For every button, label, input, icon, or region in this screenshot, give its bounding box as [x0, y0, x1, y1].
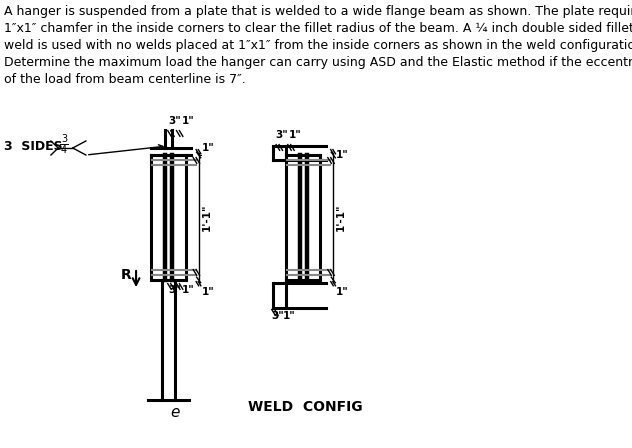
- Text: e: e: [170, 405, 179, 420]
- Text: 3": 3": [168, 285, 181, 295]
- Text: 1": 1": [182, 116, 195, 126]
- Text: 3  SIDES: 3 SIDES: [4, 139, 63, 152]
- Text: 3": 3": [168, 116, 181, 126]
- Text: 1'-1": 1'-1": [336, 204, 346, 231]
- Text: 1": 1": [283, 311, 296, 321]
- Text: A hanger is suspended from a plate that is welded to a wide flange beam as shown: A hanger is suspended from a plate that …: [4, 5, 632, 86]
- Text: 3": 3": [275, 130, 288, 140]
- Text: 1": 1": [182, 285, 195, 295]
- Text: 1": 1": [202, 287, 214, 297]
- Text: 4: 4: [61, 145, 67, 155]
- Text: 1": 1": [289, 130, 301, 140]
- Text: 1": 1": [336, 150, 349, 159]
- Text: 1": 1": [336, 287, 349, 297]
- Text: 3": 3": [271, 311, 284, 321]
- Text: 1'-1": 1'-1": [202, 204, 212, 231]
- Text: WELD  CONFIG: WELD CONFIG: [248, 400, 363, 414]
- Text: 3: 3: [61, 134, 67, 144]
- Text: R: R: [121, 268, 131, 282]
- Text: 1": 1": [202, 142, 214, 152]
